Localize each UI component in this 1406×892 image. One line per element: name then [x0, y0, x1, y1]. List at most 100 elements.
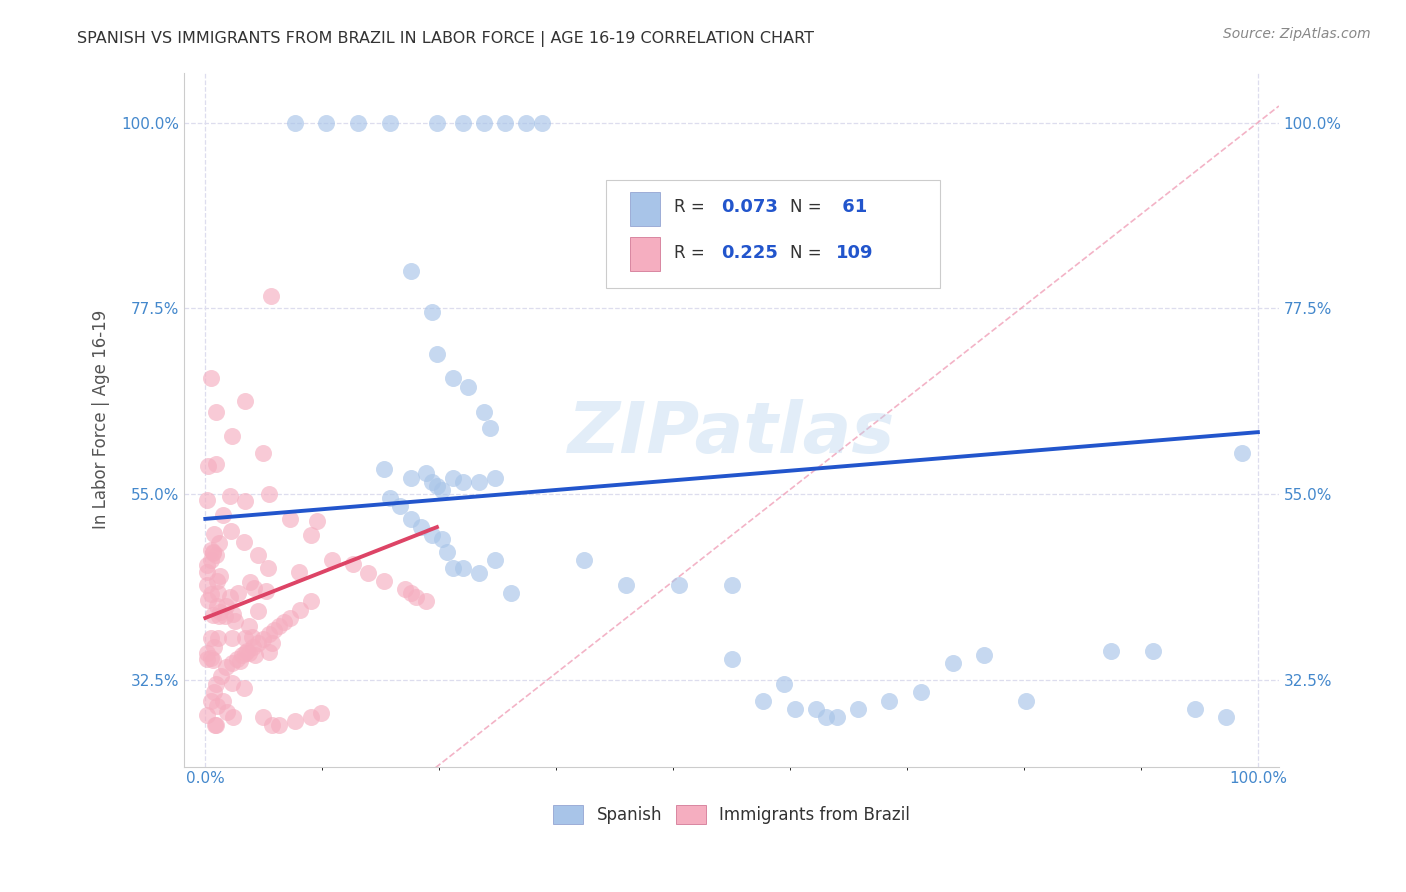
- Point: [415, 594, 437, 608]
- Text: ZIPatlas: ZIPatlas: [568, 399, 896, 468]
- Point: [342, 558, 364, 572]
- Point: [783, 702, 806, 716]
- Point: [441, 470, 464, 484]
- Point: [219, 489, 242, 503]
- Point: [373, 574, 395, 588]
- Point: [200, 371, 222, 385]
- Point: [441, 561, 464, 575]
- Point: [212, 694, 235, 708]
- Point: [278, 512, 301, 526]
- Point: [284, 115, 307, 129]
- Point: [204, 718, 226, 732]
- Point: [197, 459, 219, 474]
- Point: [209, 669, 232, 683]
- Point: [236, 644, 259, 658]
- Point: [221, 429, 243, 443]
- Point: [257, 561, 280, 575]
- Point: [405, 591, 427, 605]
- Point: [260, 636, 283, 650]
- Point: [1015, 693, 1038, 707]
- Point: [226, 586, 249, 600]
- Point: [197, 578, 219, 592]
- Point: [200, 651, 222, 665]
- Point: [233, 632, 256, 646]
- Text: Source: ZipAtlas.com: Source: ZipAtlas.com: [1223, 27, 1371, 41]
- Text: N =: N =: [790, 198, 821, 216]
- Point: [224, 615, 246, 629]
- Point: [214, 608, 236, 623]
- Point: [284, 714, 307, 728]
- Point: [415, 467, 437, 481]
- Point: [394, 582, 416, 596]
- Point: [205, 457, 228, 471]
- Point: [478, 421, 501, 435]
- Point: [204, 718, 226, 732]
- FancyBboxPatch shape: [606, 180, 939, 288]
- Point: [200, 631, 222, 645]
- Point: [211, 508, 233, 522]
- Point: [243, 581, 266, 595]
- Text: R =: R =: [673, 198, 710, 216]
- Text: N =: N =: [790, 244, 821, 262]
- Point: [515, 115, 537, 129]
- Point: [197, 708, 219, 723]
- Point: [1184, 702, 1206, 716]
- Point: [457, 380, 479, 394]
- Point: [240, 630, 263, 644]
- Point: [262, 718, 284, 732]
- Point: [357, 566, 380, 580]
- Point: [222, 710, 245, 724]
- Point: [205, 574, 228, 588]
- Point: [1215, 710, 1237, 724]
- Point: [420, 305, 443, 319]
- Point: [399, 512, 422, 526]
- Point: [531, 115, 554, 129]
- Point: [815, 710, 838, 724]
- Point: [238, 647, 260, 661]
- Point: [215, 599, 238, 613]
- Point: [202, 685, 225, 699]
- Point: [879, 693, 901, 707]
- Point: [197, 558, 219, 573]
- Point: [233, 393, 256, 408]
- Point: [720, 652, 742, 666]
- Point: [468, 475, 491, 489]
- Point: [299, 528, 322, 542]
- Point: [252, 446, 274, 460]
- Point: [215, 705, 238, 719]
- Point: [472, 404, 495, 418]
- Point: [378, 115, 401, 129]
- Point: [321, 553, 343, 567]
- Point: [430, 483, 453, 497]
- Point: [426, 115, 449, 129]
- Point: [267, 718, 290, 732]
- Point: [420, 528, 443, 542]
- Point: [252, 710, 274, 724]
- Point: [257, 645, 280, 659]
- Point: [233, 493, 256, 508]
- Point: [1142, 644, 1164, 658]
- Text: 0.225: 0.225: [721, 244, 778, 262]
- Point: [773, 677, 796, 691]
- Point: [200, 693, 222, 707]
- Point: [221, 657, 243, 671]
- Point: [202, 546, 225, 560]
- Text: R =: R =: [673, 244, 710, 262]
- Point: [243, 648, 266, 663]
- Point: [973, 648, 995, 662]
- Point: [399, 470, 422, 484]
- Point: [252, 632, 274, 646]
- Point: [420, 475, 443, 489]
- Point: [246, 636, 269, 650]
- Point: [288, 602, 311, 616]
- Point: [451, 561, 474, 575]
- Point: [201, 544, 224, 558]
- Point: [305, 514, 328, 528]
- Point: [231, 648, 253, 662]
- Point: [246, 549, 269, 563]
- Point: [247, 604, 270, 618]
- Text: SPANISH VS IMMIGRANTS FROM BRAZIL IN LABOR FORCE | AGE 16-19 CORRELATION CHART: SPANISH VS IMMIGRANTS FROM BRAZIL IN LAB…: [77, 31, 814, 47]
- Point: [207, 631, 229, 645]
- Bar: [630, 237, 661, 270]
- Text: 61: 61: [835, 198, 868, 216]
